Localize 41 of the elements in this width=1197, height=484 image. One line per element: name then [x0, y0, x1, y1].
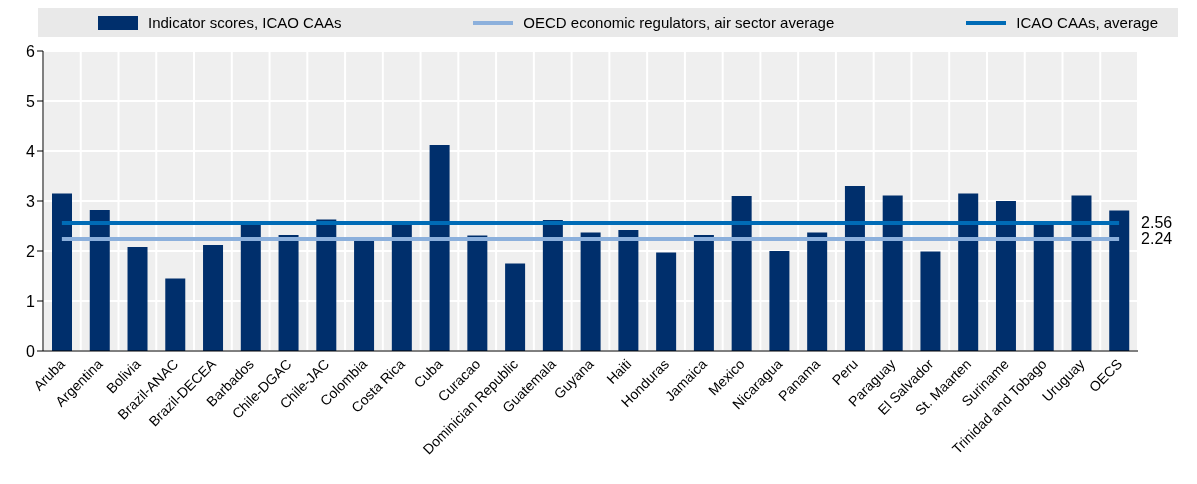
bar — [354, 241, 375, 351]
bar — [995, 201, 1016, 351]
y-tick-label: 4 — [26, 142, 36, 160]
y-tick-label: 0 — [26, 342, 36, 360]
legend-label: OECD economic regulators, air sector average — [523, 14, 835, 31]
bar — [920, 251, 941, 351]
data-label: 2.56 — [1141, 214, 1173, 231]
data-label: 2.24 — [1141, 230, 1173, 247]
y-tick-label: 2 — [26, 242, 36, 260]
bar — [505, 263, 526, 351]
bar — [618, 230, 639, 351]
bar — [127, 247, 148, 351]
bar — [203, 245, 224, 351]
y-tick-label: 6 — [26, 42, 36, 60]
legend-label: ICAO CAAs, average — [1016, 14, 1158, 31]
bar — [656, 252, 677, 351]
bar — [52, 193, 72, 351]
legend-label: Indicator scores, ICAO CAAs — [148, 14, 342, 31]
bar — [1071, 195, 1092, 351]
bar — [731, 196, 752, 351]
bar — [429, 145, 450, 351]
bar — [882, 195, 903, 351]
y-tick-label: 1 — [26, 292, 36, 310]
bar — [316, 219, 337, 351]
bar — [391, 223, 412, 351]
bar — [240, 223, 261, 351]
bar — [1033, 223, 1054, 351]
bar — [580, 232, 601, 351]
bar — [1109, 210, 1130, 351]
y-tick-label: 3 — [26, 192, 36, 210]
bar — [693, 235, 714, 351]
bar — [467, 235, 488, 351]
bar — [278, 235, 299, 351]
bar — [165, 278, 186, 351]
bar — [769, 251, 790, 351]
bar — [807, 232, 828, 351]
bar — [89, 210, 110, 351]
y-tick-label: 5 — [26, 92, 36, 110]
bar — [844, 186, 865, 351]
bar — [542, 220, 563, 351]
bar — [958, 193, 979, 351]
